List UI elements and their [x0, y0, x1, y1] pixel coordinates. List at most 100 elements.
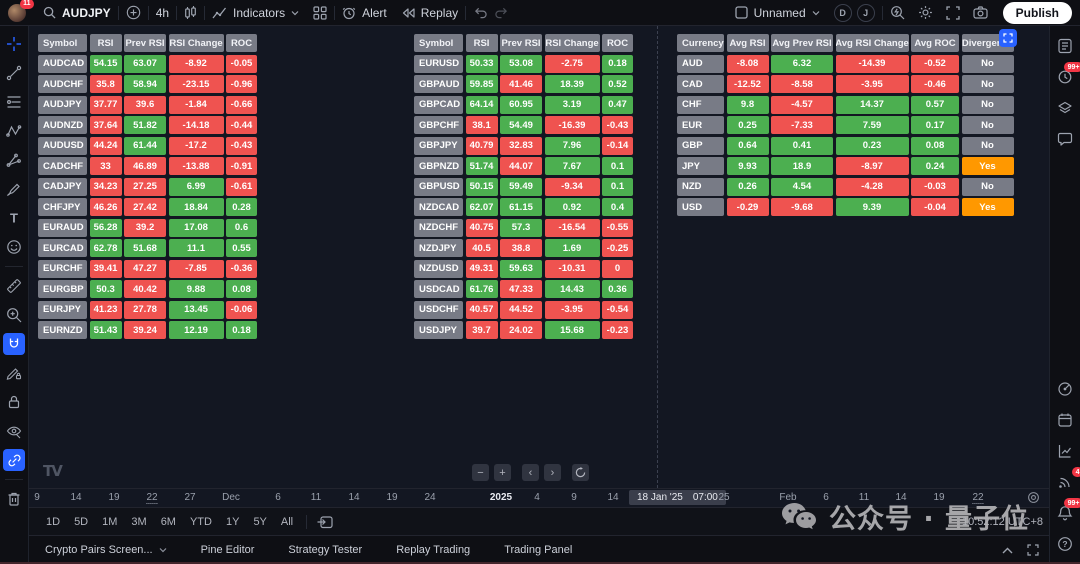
time-axis[interactable]: 18 Jan '25 07:00 9 14 19 22 27 Dec 6 11 14 19 24 20…: [29, 488, 1049, 507]
value-cell: 27.25: [124, 177, 166, 196]
zoom-out-button[interactable]: −: [472, 464, 489, 481]
trash-icon[interactable]: [3, 488, 25, 510]
ideas-icon[interactable]: [1055, 379, 1075, 399]
value-cell: 54.15: [89, 54, 122, 73]
redo-button[interactable]: [494, 6, 509, 19]
value-cell: 9.8: [726, 95, 769, 114]
drawing-lock-icon[interactable]: [3, 362, 25, 384]
value-cell: 12.19: [168, 321, 224, 339]
user-badge-d[interactable]: D: [833, 3, 852, 22]
crosshair-tool-icon[interactable]: [3, 33, 25, 55]
forecast-tool-icon[interactable]: [3, 149, 25, 171]
value-cell: 34.23: [89, 177, 122, 196]
go-to-date-icon[interactable]: [313, 515, 337, 529]
symbol-cell: GBPNZD: [414, 157, 463, 175]
crosshair-time: 07:00: [692, 492, 718, 503]
quick-search-icon[interactable]: [890, 5, 905, 20]
range-button-1y[interactable]: 1Y: [225, 515, 240, 528]
settings-gear-icon[interactable]: [918, 5, 933, 20]
compare-button[interactable]: [119, 5, 148, 20]
ruler-tool-icon[interactable]: [3, 275, 25, 297]
range-button-1d[interactable]: 1D: [46, 515, 61, 528]
scroll-left-button[interactable]: ‹: [522, 464, 539, 481]
notifications-bell-icon[interactable]: 99+: [1055, 498, 1080, 523]
replay-button[interactable]: Replay: [394, 6, 465, 20]
tab-pine-editor[interactable]: Pine Editor: [201, 544, 255, 556]
value-cell: 49.31: [465, 259, 498, 278]
divider: [176, 5, 178, 20]
fullscreen-icon[interactable]: [946, 5, 960, 20]
symbol-cell: GBPUSD: [414, 177, 463, 196]
tradingview-logo[interactable]: TV: [43, 462, 63, 480]
range-button-6m[interactable]: 6M: [160, 515, 176, 528]
indicators-button[interactable]: Indicators: [205, 6, 306, 20]
fib-retracement-tool-icon[interactable]: [3, 91, 25, 113]
panel-maximize-icon[interactable]: [1027, 544, 1039, 556]
data-window-icon[interactable]: [1055, 441, 1075, 461]
trend-line-tool-icon[interactable]: [3, 62, 25, 84]
range-button-all[interactable]: All: [280, 515, 294, 528]
time-axis-settings-icon[interactable]: [1027, 491, 1040, 504]
chart-style-button[interactable]: [177, 5, 204, 20]
alerts-icon[interactable]: 99+: [1055, 62, 1080, 87]
time-axis-label: 6: [823, 492, 829, 503]
clock[interactable]: 10:52:12 UTC+8: [961, 515, 1043, 528]
link-tool-icon[interactable]: [3, 449, 25, 471]
help-icon[interactable]: ?: [1055, 534, 1075, 554]
zoom-in-button[interactable]: +: [494, 464, 511, 481]
layout-button[interactable]: Unnamed: [728, 6, 827, 20]
value-cell: 61.76: [465, 280, 498, 298]
range-button-5d[interactable]: 5D: [74, 515, 89, 528]
reset-chart-button[interactable]: [572, 464, 589, 481]
brush-tool-icon[interactable]: [3, 178, 25, 200]
symbol-cell: GBPCHF: [414, 116, 463, 134]
tab-crypto-pairs-screen[interactable]: Crypto Pairs Screen...: [45, 544, 167, 556]
undo-button[interactable]: [473, 6, 488, 19]
magnet-tool-icon[interactable]: [3, 333, 25, 355]
user-menu[interactable]: 11: [8, 0, 34, 22]
interval-button[interactable]: 4h: [149, 6, 176, 20]
divider: [117, 5, 119, 20]
emoji-tool-icon[interactable]: [3, 236, 25, 258]
value-cell: 15.68: [544, 321, 600, 339]
symbol-cell: NZDCAD: [414, 198, 463, 216]
chart-pane[interactable]: Symbol RSI Prev RSI RSI Change ROC AUDCAD 54.1…: [29, 26, 1049, 488]
publish-button[interactable]: Publish: [1002, 1, 1072, 24]
tab-strategy-tester[interactable]: Strategy Tester: [288, 544, 362, 556]
range-button-1m[interactable]: 1M: [102, 515, 118, 528]
value-cell: No: [961, 116, 1014, 134]
streams-icon[interactable]: 4: [1055, 467, 1080, 492]
range-button-ytd[interactable]: YTD: [189, 515, 212, 528]
value-cell: 24.02: [500, 321, 542, 339]
lock-all-icon[interactable]: [3, 391, 25, 413]
panel-collapse-icon[interactable]: [1002, 547, 1013, 554]
rsi-screener-table-1: Symbol RSI Prev RSI RSI Change ROC AUDCAD 54.1…: [38, 34, 257, 339]
range-button-3m[interactable]: 3M: [131, 515, 147, 528]
value-cell: 0.4: [602, 198, 633, 216]
tab-trading-panel[interactable]: Trading Panel: [504, 544, 572, 556]
watchlist-icon[interactable]: [1055, 36, 1075, 56]
alert-button[interactable]: Alert: [335, 6, 394, 20]
symbol-cell: USDCHF: [414, 300, 463, 319]
chat-icon[interactable]: [1055, 129, 1075, 149]
value-cell: -12.52: [726, 75, 769, 93]
pattern-tool-icon[interactable]: [3, 120, 25, 142]
value-cell: 0.6: [226, 218, 257, 237]
object-tree-icon[interactable]: [1055, 98, 1075, 118]
text-tool-icon[interactable]: T: [3, 207, 25, 229]
value-cell: -0.05: [226, 54, 257, 73]
table-maximize-button[interactable]: [999, 29, 1017, 47]
user-badge-j[interactable]: J: [856, 3, 875, 22]
divider: [204, 5, 206, 20]
value-cell: 0.41: [771, 136, 833, 155]
symbol-search[interactable]: AUDJPY: [36, 6, 118, 20]
zoom-in-tool-icon[interactable]: [3, 304, 25, 326]
scroll-right-button[interactable]: ›: [544, 464, 561, 481]
snapshot-camera-icon[interactable]: [973, 6, 988, 19]
tab-replay-trading[interactable]: Replay Trading: [396, 544, 470, 556]
calendar-icon[interactable]: [1055, 410, 1075, 430]
range-button-5y[interactable]: 5Y: [253, 515, 267, 528]
hide-drawings-icon[interactable]: [3, 420, 25, 442]
indicator-templates-button[interactable]: [306, 5, 334, 20]
value-cell: 47.27: [124, 259, 166, 278]
